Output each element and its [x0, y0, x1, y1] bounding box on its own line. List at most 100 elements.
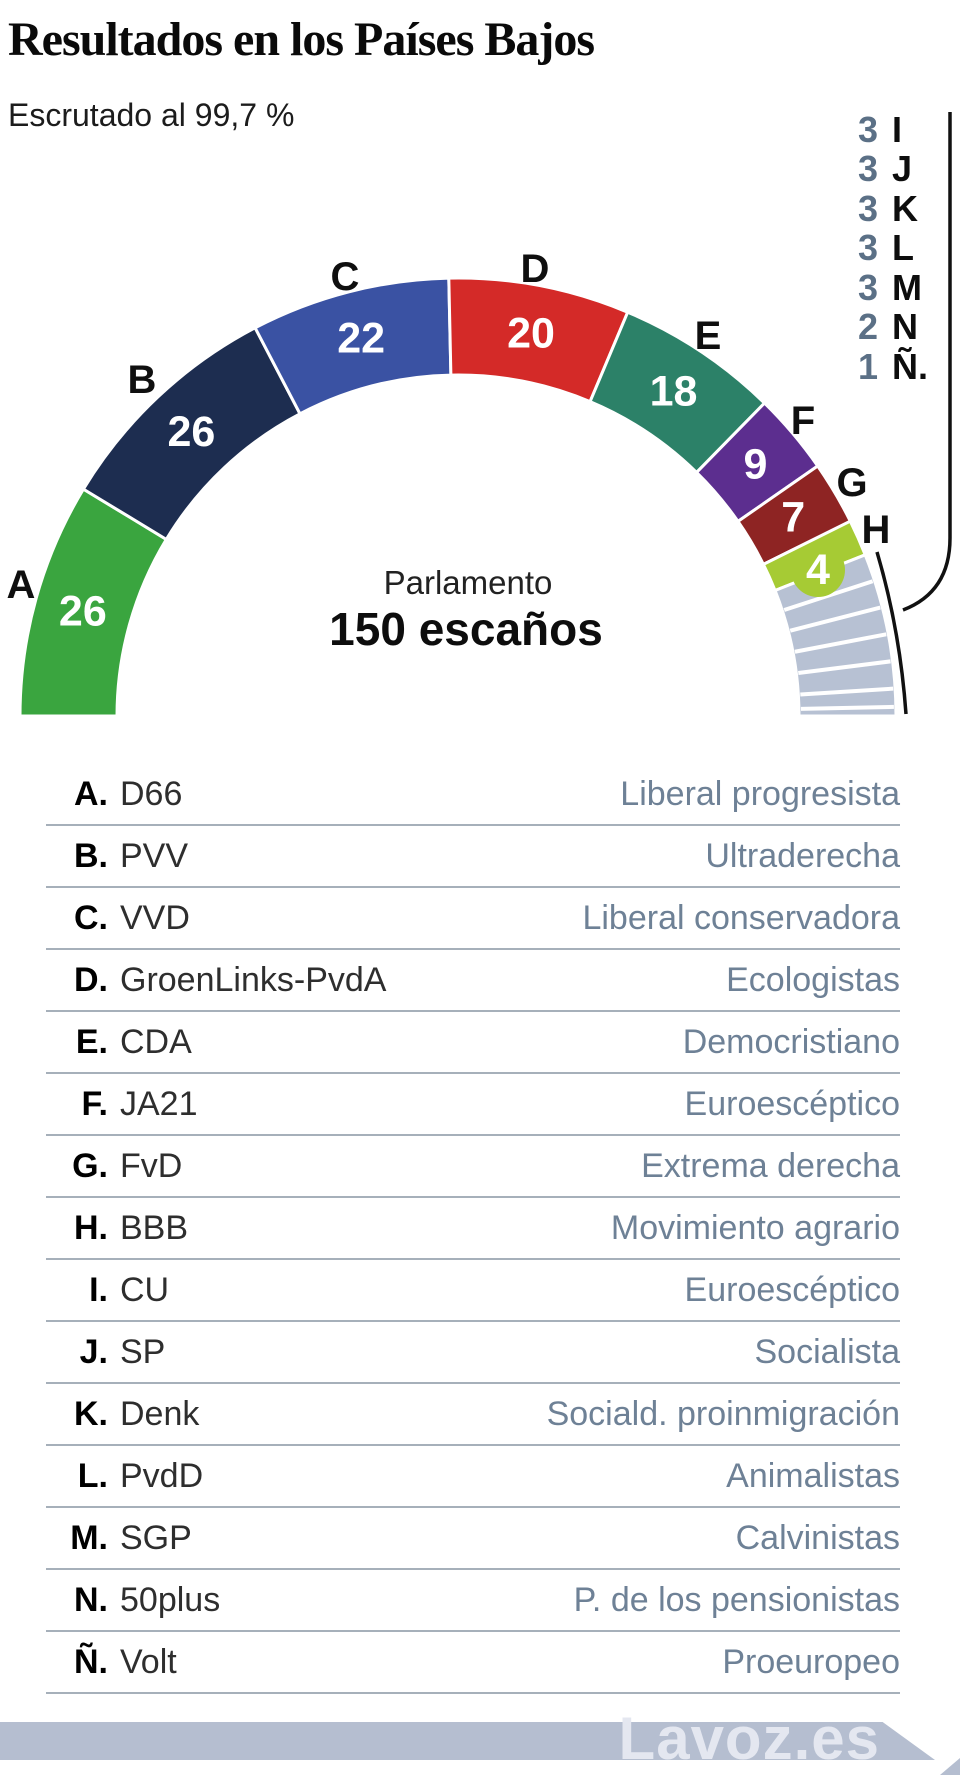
legend-party-name: CU [120, 1270, 170, 1309]
legend-party-name: 50plus [120, 1580, 221, 1619]
legend-row-Ñ: Ñ. Volt Proeuropeo [46, 1632, 900, 1694]
segment-letter-G: G [836, 461, 867, 505]
legend-ideology: Animalistas [726, 1456, 900, 1495]
legend-ideology: Socialista [754, 1332, 900, 1371]
seat-count-H: 4 [806, 546, 830, 594]
legend-party-name: Volt [120, 1642, 177, 1681]
legend-row-A: A. D66 Liberal progresista [46, 764, 900, 826]
side-seat-count: 3 [857, 266, 878, 308]
legend-row-N: N. 50plus P. de los pensionistas [46, 1570, 900, 1632]
legend-letter: Ñ. [74, 1642, 108, 1681]
side-party-letter: Ñ. [892, 345, 928, 387]
side-party-letter: J [892, 148, 913, 190]
legend-letter: F. [81, 1084, 108, 1123]
legend-ideology: Liberal progresista [620, 774, 900, 813]
seat-count-F: 9 [744, 441, 768, 489]
group-divider [800, 704, 894, 711]
page-title: Resultados en los Países Bajos [8, 13, 595, 66]
legend-row-I: I. CU Euroescéptico [46, 1260, 900, 1322]
group-divider [783, 579, 874, 612]
group-divider [798, 659, 891, 675]
legend-row-G: G. FvD Extrema derecha [46, 1136, 900, 1198]
legend-ideology: Proeuropeo [722, 1642, 900, 1681]
parliament-label: Parlamento [383, 564, 553, 601]
legend-ideology: P. de los pensionistas [573, 1580, 900, 1619]
seat-count-E: 18 [650, 368, 698, 416]
seat-count-blob-H [791, 543, 845, 597]
group-divider [794, 632, 887, 654]
segment-letter-D: D [521, 247, 550, 291]
watermark-bar [0, 1722, 935, 1760]
side-party-letter: N [892, 306, 918, 348]
seat-count-D: 20 [507, 309, 555, 357]
legend-party-name: GroenLinks-PvdA [120, 960, 387, 999]
legend-row-H: H. BBB Movimiento agrario [46, 1198, 900, 1260]
side-party-letter: M [892, 266, 922, 308]
legend-row-F: F. JA21 Euroescéptico [46, 1074, 900, 1136]
legend-party-name: SGP [120, 1518, 192, 1557]
seat-count-C: 22 [337, 315, 385, 363]
legend-party-name: VVD [120, 898, 190, 937]
legend-row-E: E. CDA Democristiano [46, 1012, 900, 1074]
legend-row-J: J. SP Socialista [46, 1322, 900, 1384]
legend-letter: J. [79, 1332, 108, 1371]
legend-party-name: PVV [120, 836, 189, 875]
legend-letter: K. [74, 1394, 108, 1433]
legend-ideology: Ultraderecha [705, 836, 900, 875]
legend-row-B: B. PVV Ultraderecha [46, 826, 900, 888]
legend-ideology: Extrema derecha [641, 1146, 900, 1185]
legend-party-name: Denk [120, 1394, 200, 1433]
legend-row-M: M. SGP Calvinistas [46, 1508, 900, 1570]
legend-ideology: Liberal conservadora [582, 898, 900, 937]
legend-party-name: JA21 [120, 1084, 198, 1123]
side-seat-count: 3 [857, 187, 878, 229]
side-list-row: 1 Ñ. [828, 345, 958, 387]
legend-letter: L. [77, 1456, 108, 1495]
side-party-letter: I [892, 108, 903, 150]
segment-letter-F: F [791, 399, 815, 443]
legend-letter: H. [74, 1208, 108, 1247]
bracket-leader-line [875, 551, 908, 715]
legend-party-name: CDA [120, 1022, 192, 1061]
watermark-corner-decoration [940, 1758, 960, 1775]
seat-count-B: 26 [167, 408, 215, 456]
legend-ideology: Calvinistas [735, 1518, 900, 1557]
segment-letter-B: B [128, 358, 157, 402]
legend-ideology: Euroescéptico [684, 1270, 900, 1309]
legend-ideology: Sociald. proinmigración [546, 1394, 900, 1433]
legend-letter: M. [70, 1518, 108, 1557]
legend-ideology: Movimiento agrario [610, 1208, 900, 1247]
side-seat-count: 3 [857, 227, 878, 269]
legend-row-C: C. VVD Liberal conservadora [46, 888, 900, 950]
segment-letter-E: E [695, 314, 722, 358]
legend-ideology: Ecologistas [726, 960, 900, 999]
legend-ideology: Democristiano [682, 1022, 900, 1061]
legend-letter: B. [74, 836, 108, 875]
legend-ideology: Euroescéptico [684, 1084, 900, 1123]
side-party-letter: L [892, 227, 914, 269]
legend-letter: G. [72, 1146, 108, 1185]
bracket-line [902, 112, 952, 612]
legend-letter: I. [89, 1270, 108, 1309]
legend-row-K: K. Denk Sociald. proinmigración [46, 1384, 900, 1446]
legend-letter: D. [74, 960, 108, 999]
segment-letter-H: H [862, 508, 891, 552]
counted-percentage-label: Escrutado al 99,7 % [8, 97, 295, 133]
seat-count-A: 26 [59, 587, 107, 635]
legend-letter: N. [74, 1580, 108, 1619]
total-seats-label: 150 escaños [329, 603, 603, 655]
segment-small-parties-group [773, 552, 898, 718]
legend-row-L: L. PvdD Animalistas [46, 1446, 900, 1508]
side-seat-count: 3 [857, 148, 878, 190]
group-divider [800, 686, 894, 697]
legend-letter: A. [74, 774, 108, 813]
legend-party-name: SP [120, 1332, 166, 1371]
segment-letter-C: C [331, 255, 360, 299]
segment-letter-A: A [7, 563, 36, 607]
